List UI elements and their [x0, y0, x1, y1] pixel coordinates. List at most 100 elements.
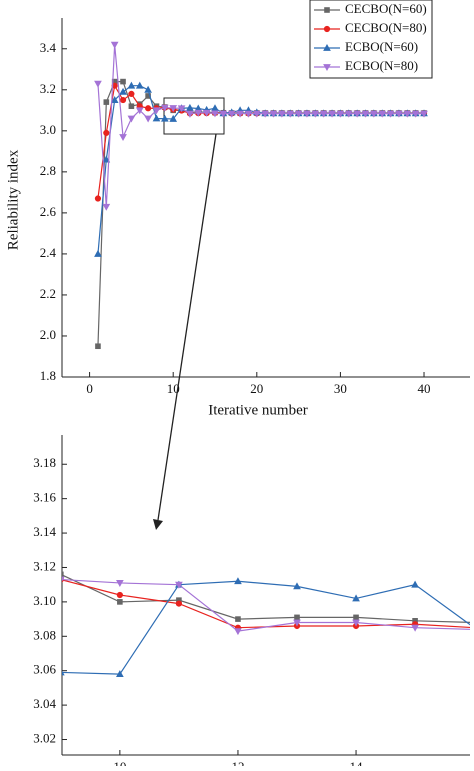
marker [252, 110, 261, 118]
marker [353, 614, 359, 621]
y-tick-label: 1.8 [40, 368, 56, 383]
series-line [62, 578, 470, 632]
marker [103, 129, 110, 136]
marker [211, 110, 219, 118]
plot-area [62, 571, 470, 678]
y-tick-label: 3.02 [33, 731, 56, 746]
marker [62, 670, 65, 676]
marker [244, 110, 253, 118]
x-tick-label: 10 [167, 381, 180, 396]
marker [294, 110, 303, 118]
y-tick-label: 3.0 [40, 122, 56, 137]
marker [303, 110, 311, 118]
marker [117, 599, 123, 605]
legend-label: CECBO(N=60) [345, 1, 427, 16]
marker [395, 110, 403, 118]
marker [94, 80, 102, 88]
marker [135, 107, 144, 115]
marker [269, 110, 278, 118]
y-axis-title: Reliability index [5, 149, 21, 250]
y-tick-label: 2.0 [40, 327, 56, 342]
marker [411, 580, 419, 588]
marker [336, 110, 345, 118]
x-tick-label: 20 [250, 381, 263, 396]
marker [160, 114, 169, 122]
marker [94, 249, 102, 257]
marker [152, 114, 161, 122]
marker [103, 99, 110, 105]
marker [175, 581, 183, 589]
legend-marker [323, 43, 331, 51]
x-tick-label: 14 [350, 759, 364, 766]
marker [160, 104, 169, 112]
marker [152, 107, 161, 115]
marker [236, 110, 244, 118]
marker [353, 110, 361, 118]
marker [119, 96, 127, 104]
marker [119, 87, 127, 95]
marker [116, 580, 124, 587]
legend-marker [323, 25, 331, 33]
legend-label: CECBO(N=80) [345, 20, 427, 35]
marker [293, 619, 301, 627]
marker [186, 110, 194, 118]
marker [116, 591, 123, 599]
legend-label: ECBO(N=60) [345, 39, 418, 54]
y-tick-label: 3.06 [33, 662, 56, 677]
marker [110, 96, 119, 103]
marker [177, 105, 186, 113]
y-tick-label: 3.08 [33, 627, 56, 642]
y-tick-label: 3.4 [40, 40, 57, 55]
marker [202, 109, 211, 117]
y-tick-label: 3.04 [33, 696, 56, 711]
marker [116, 670, 124, 678]
legend-marker [324, 7, 330, 13]
marker [219, 110, 228, 118]
marker [411, 624, 419, 632]
marker [62, 576, 65, 582]
x-tick-label: 0 [86, 381, 93, 396]
y-tick-label: 3.16 [33, 490, 56, 505]
marker [110, 41, 119, 49]
plot-area [94, 41, 428, 350]
y-tick-label: 2.6 [40, 204, 57, 219]
y-tick-label: 3.12 [33, 558, 56, 573]
legend-marker [323, 64, 331, 72]
marker [186, 103, 194, 111]
marker [144, 115, 152, 123]
y-tick-label: 2.8 [40, 163, 56, 178]
marker [127, 115, 136, 123]
marker [135, 81, 144, 89]
marker [261, 110, 270, 118]
marker [211, 104, 219, 112]
marker [386, 110, 395, 118]
marker [352, 594, 360, 602]
zoom-arrow [157, 133, 217, 521]
y-tick-label: 2.2 [40, 286, 56, 301]
marker [95, 343, 101, 350]
marker [144, 85, 152, 93]
marker [234, 577, 242, 585]
arrow-head [153, 519, 163, 530]
marker [102, 155, 111, 163]
series-line [97, 80, 425, 347]
marker [128, 90, 135, 98]
marker [361, 110, 370, 118]
marker [145, 105, 152, 112]
y-tick-label: 2.4 [40, 245, 57, 260]
marker [344, 110, 353, 118]
marker [128, 103, 135, 110]
y-tick-label: 3.14 [33, 524, 56, 539]
marker [94, 195, 102, 202]
series-line [62, 580, 470, 675]
marker [328, 110, 336, 118]
marker [352, 619, 360, 627]
marker [294, 614, 300, 621]
marker [169, 114, 178, 122]
marker [175, 600, 183, 607]
y-tick-label: 3.18 [33, 455, 56, 470]
x-tick-label: 40 [418, 381, 431, 396]
x-axis-title: Iterative number [208, 402, 308, 418]
marker [370, 110, 378, 118]
x-tick-label: 10 [113, 759, 126, 766]
